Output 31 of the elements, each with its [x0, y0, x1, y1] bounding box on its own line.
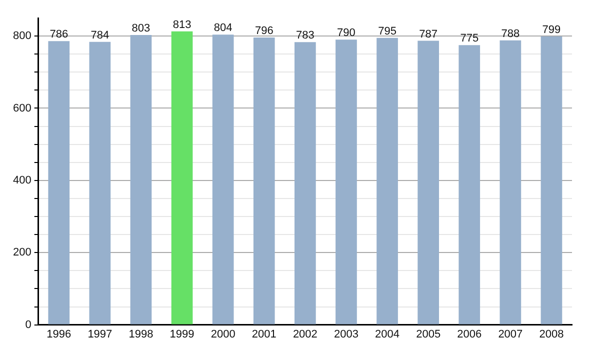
x-tick-label: 2002 — [292, 328, 318, 340]
x-tick-label: 2004 — [375, 328, 400, 340]
data-label: 775 — [460, 32, 479, 45]
data-label: 804 — [214, 22, 232, 34]
data-label: 784 — [90, 29, 110, 42]
y-tick-label: 400 — [12, 174, 32, 186]
data-label: 788 — [501, 28, 520, 40]
data-label: 790 — [337, 27, 356, 40]
data-label: 803 — [132, 22, 150, 34]
x-tick-label: 2006 — [457, 328, 482, 340]
x-tick-label: 1996 — [46, 328, 72, 340]
x-tick-label: 1999 — [170, 328, 194, 340]
data-label: 799 — [542, 24, 561, 36]
y-tick-label: 800 — [12, 30, 32, 42]
x-tick-label: 2007 — [498, 328, 523, 340]
data-label: 787 — [419, 28, 438, 40]
x-tick-label: 1997 — [88, 328, 112, 340]
x-tick-label: 2001 — [252, 328, 276, 340]
y-tick-label: 0 — [25, 318, 32, 331]
x-tick-label: 2008 — [539, 328, 564, 340]
data-label: 795 — [378, 25, 396, 38]
x-tick-label: 1998 — [128, 328, 154, 340]
x-tick-label: 2000 — [210, 328, 236, 340]
y-tick-label: 600 — [12, 102, 32, 114]
x-tick-label: 2003 — [334, 328, 358, 340]
data-label: 783 — [296, 30, 314, 42]
data-label: 786 — [50, 28, 68, 41]
x-tick-label: 2005 — [416, 328, 441, 340]
data-label: 796 — [254, 25, 274, 38]
y-tick-label: 200 — [12, 246, 32, 259]
data-label: 813 — [172, 18, 192, 31]
